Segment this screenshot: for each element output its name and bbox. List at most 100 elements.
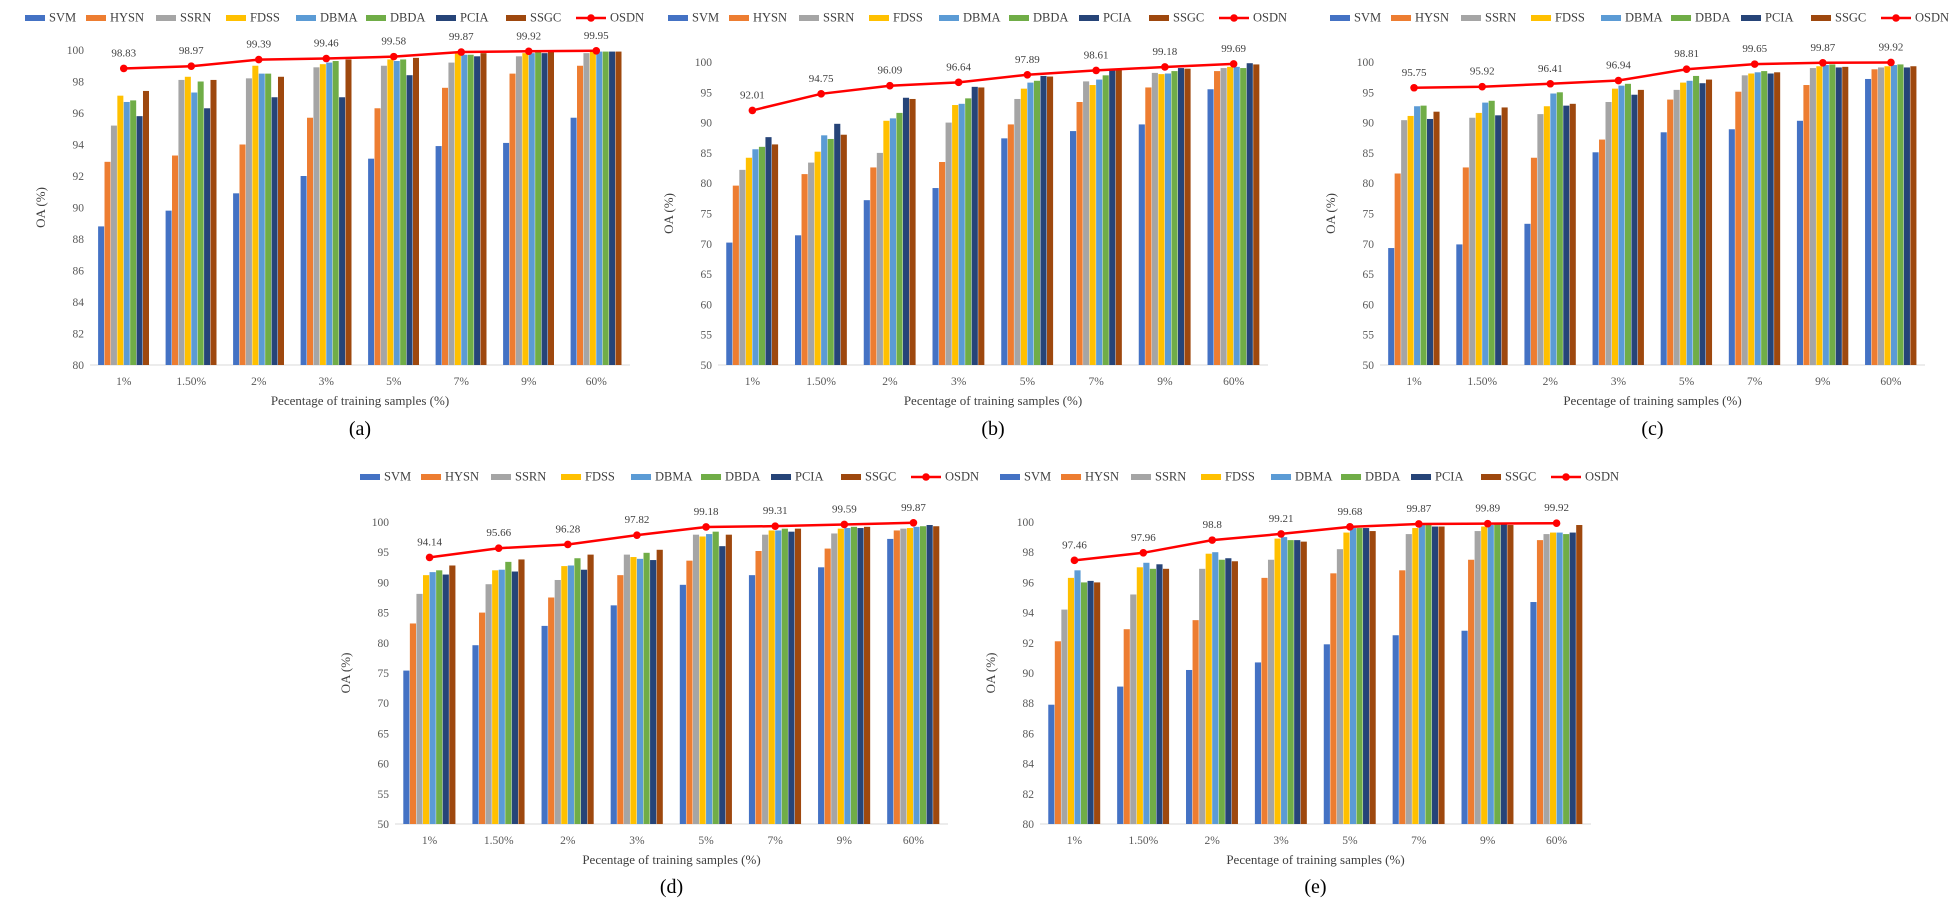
x-tick-label: 1.50% xyxy=(806,376,836,388)
bar-dbda xyxy=(1420,105,1427,365)
bar-ssrn xyxy=(1061,609,1068,824)
legend-line-marker xyxy=(1230,14,1238,22)
bar-pcia xyxy=(1835,67,1842,365)
y-tick-label: 55 xyxy=(1363,330,1375,342)
line-point xyxy=(1023,70,1032,79)
line-point xyxy=(817,90,825,98)
bar-pcia xyxy=(1246,63,1253,365)
line-point xyxy=(254,55,263,64)
legend-swatch xyxy=(1391,15,1411,21)
bar-ssrn xyxy=(1130,594,1137,824)
bar-hysn xyxy=(1399,570,1406,824)
legend-entry: OSDN xyxy=(1915,11,1949,25)
bar-fdss xyxy=(630,557,637,824)
bar-ssrn xyxy=(485,584,492,824)
bar-fdss xyxy=(1136,567,1143,824)
y-tick-label: 92 xyxy=(1023,638,1035,650)
bar-dbda xyxy=(265,73,272,365)
legend-entry: FDSS xyxy=(1555,11,1585,25)
bar-hysn xyxy=(1261,577,1268,824)
y-tick-label: 90 xyxy=(73,203,85,215)
line-point xyxy=(1070,556,1079,565)
bar-dbda xyxy=(1693,75,1700,366)
bar-pcia xyxy=(857,528,864,824)
bar-pcia xyxy=(511,571,518,824)
bar-pcia xyxy=(1427,118,1434,366)
bar-dbma xyxy=(1418,525,1425,824)
data-label: 98.61 xyxy=(1084,49,1109,61)
legend-swatch xyxy=(1149,15,1169,21)
bar-svm xyxy=(1254,662,1262,824)
bar-dbda xyxy=(1356,528,1363,824)
legend-swatch xyxy=(1481,474,1501,480)
bar-ssgc xyxy=(1774,72,1781,365)
legend-entry: SSGC xyxy=(1505,470,1536,484)
bar-ssrn xyxy=(515,56,522,366)
data-label: 99.59 xyxy=(832,503,857,515)
bar-pcia xyxy=(474,56,481,366)
line-point xyxy=(1139,549,1148,557)
bar-ssgc xyxy=(547,51,554,365)
legend-swatch xyxy=(1330,15,1350,21)
bar-fdss xyxy=(454,53,461,366)
bar-svm xyxy=(541,625,548,824)
bar-pcia xyxy=(1767,73,1774,365)
x-tick-label: 1.50% xyxy=(484,835,514,847)
y-tick-label: 65 xyxy=(1363,269,1375,281)
data-label: 99.89 xyxy=(1475,503,1500,515)
legend-entry: PCIA xyxy=(1435,470,1463,484)
bar-hysn xyxy=(824,548,831,824)
data-label: 99.87 xyxy=(449,31,474,43)
bar-dbda xyxy=(920,526,927,824)
y-tick-label: 85 xyxy=(378,608,390,620)
bar-hysn xyxy=(409,623,417,824)
legend: SVM HYSN SSRN FDSS DBMA DBDA PCIA SSGC OSDN xyxy=(360,470,979,484)
bar-fdss xyxy=(1343,532,1350,824)
bar-ssgc xyxy=(210,79,217,366)
bar-svm xyxy=(863,200,870,365)
y-tick-label: 75 xyxy=(701,209,713,221)
bar-ssgc xyxy=(412,57,419,365)
bar-ssgc xyxy=(142,90,149,365)
legend-swatch xyxy=(1271,474,1291,480)
bar-dbma xyxy=(1890,65,1898,365)
bar-svm xyxy=(795,235,802,365)
bar-ssgc xyxy=(978,87,985,366)
y-tick-label: 80 xyxy=(1363,178,1375,190)
bar-ssgc xyxy=(1253,64,1260,365)
legend-swatch xyxy=(1411,474,1431,480)
bar-hysn xyxy=(1123,629,1130,824)
y-tick-label: 96 xyxy=(1023,577,1035,589)
bar-pcia xyxy=(1495,115,1502,365)
line-osdn xyxy=(1074,521,1557,562)
data-label: 99.87 xyxy=(1406,503,1431,515)
bar-hysn xyxy=(870,167,877,365)
bar-dbma xyxy=(429,572,436,824)
y-tick-label: 65 xyxy=(378,728,390,740)
bar-hysn xyxy=(577,65,584,365)
legend-entry: SVM xyxy=(1024,470,1051,484)
line-point xyxy=(748,106,757,115)
bar-svm xyxy=(1530,602,1537,824)
x-tick-label: 7% xyxy=(768,835,784,847)
y-tick-label: 80 xyxy=(701,178,713,190)
bar-dbda xyxy=(467,54,474,365)
bar-dbma xyxy=(1482,102,1489,366)
bar-fdss xyxy=(1884,66,1891,365)
bar-fdss xyxy=(117,95,124,366)
bar-svm xyxy=(1388,248,1395,365)
bar-ssgc xyxy=(1433,111,1440,365)
x-tick-label: 9% xyxy=(837,835,853,847)
bar-dbma xyxy=(1233,66,1240,366)
legend: SVM HYSN SSRN FDSS DBMA DBDA PCIA SSGC OSDN xyxy=(668,11,1287,25)
bar-pcia xyxy=(406,75,413,365)
bar-fdss xyxy=(699,536,706,824)
bar-pcia xyxy=(1631,94,1638,365)
bar-ssrn xyxy=(1199,568,1206,824)
data-label: 99.18 xyxy=(1153,46,1178,58)
line-point xyxy=(564,540,572,549)
bar-svm xyxy=(435,146,442,365)
y-tick-label: 84 xyxy=(73,297,85,309)
bar-hysn xyxy=(939,161,946,365)
legend-entry: HYSN xyxy=(445,470,479,484)
